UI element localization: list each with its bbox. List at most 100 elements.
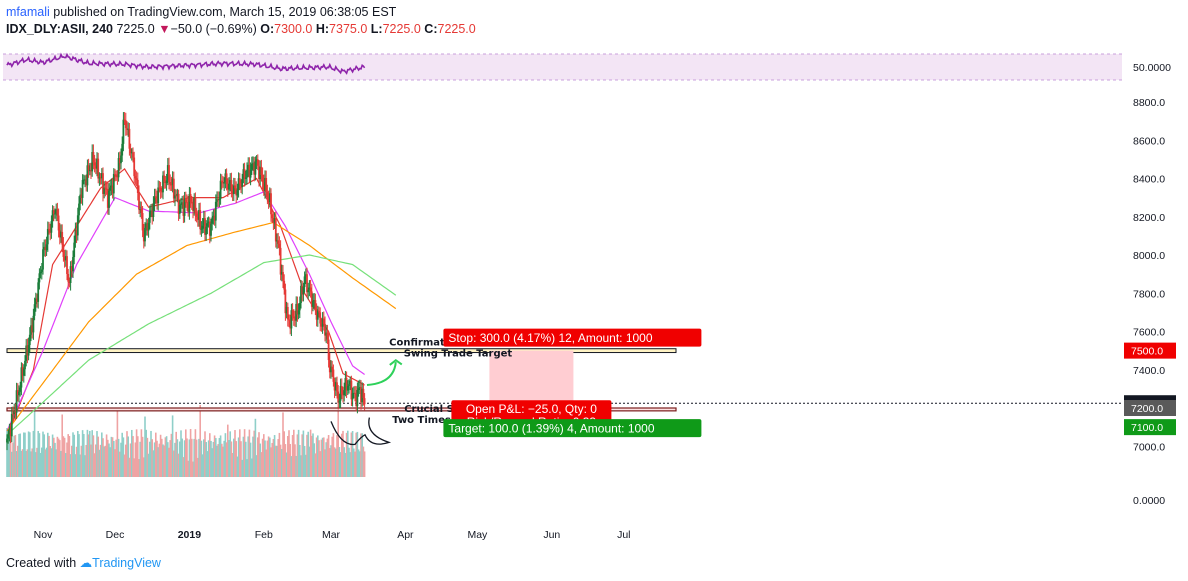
time-axis[interactable]: Nov Dec 2019 Feb Mar Apr May Jun Jul [34, 529, 631, 541]
candle-body [145, 223, 148, 228]
candle-body [249, 169, 252, 178]
volume-bar [312, 433, 314, 477]
candle-body [314, 300, 317, 310]
candle-body [90, 170, 92, 172]
price-axis[interactable]: 8800.0 8600.0 8400.0 8200.0 8000.0 7800.0 7600… [1133, 62, 1171, 507]
volume-bar [199, 405, 201, 477]
candle-body [236, 190, 239, 196]
candle-body [61, 231, 64, 245]
candle-body [133, 157, 136, 177]
candle-body [334, 382, 337, 391]
candle-body [8, 429, 11, 435]
candle-body [138, 192, 140, 210]
stop-zone [489, 350, 574, 408]
candle-body [226, 183, 229, 190]
candle-body [210, 223, 212, 236]
candle-body [261, 174, 264, 183]
candle-body [21, 367, 24, 376]
candle-body [223, 182, 226, 184]
volume-bar [353, 448, 355, 477]
candle-body [103, 187, 106, 194]
volume-bar [247, 436, 249, 477]
volume-bar [49, 445, 51, 477]
volume-bar [263, 434, 265, 477]
y-tick-label: 7000.0 [1133, 441, 1165, 453]
candle-body [100, 173, 103, 179]
candle-body [183, 199, 186, 216]
candle-body [178, 205, 181, 214]
rsi-axis-label: 50.0000 [1133, 62, 1171, 74]
tradingview-brand[interactable]: TradingView [92, 556, 161, 570]
volume-bar [215, 438, 217, 477]
candle-body [165, 180, 168, 184]
volume-bar [170, 433, 173, 477]
volume-bar [359, 451, 361, 477]
volume-bar [63, 437, 66, 477]
candle-body [298, 303, 301, 311]
volume-bar [347, 430, 349, 477]
volume-bar [31, 448, 33, 477]
volume-bar [95, 444, 97, 477]
volume-bar [75, 446, 78, 477]
volume-bar [242, 436, 245, 477]
candle-body [324, 323, 326, 336]
volume-bar [248, 429, 251, 477]
candle-body [50, 221, 53, 233]
candle-body [235, 188, 238, 196]
volume-bar [23, 432, 25, 477]
volume-bar [194, 429, 197, 477]
candle-body [172, 178, 175, 199]
candle-body [362, 388, 365, 399]
target-price-tag-bg [1124, 419, 1176, 436]
volume-bar [129, 443, 132, 477]
candle-body [349, 380, 352, 385]
candle-body [194, 197, 197, 214]
candle-body [58, 230, 61, 238]
volume-bar [159, 434, 162, 477]
publish-line: mfamali published on TradingView.com, Ma… [6, 4, 476, 21]
volume-bar [223, 440, 225, 477]
candle-body [36, 298, 38, 302]
high-label: H: [315, 22, 330, 36]
candle-body [82, 179, 85, 181]
volume-bar [14, 435, 17, 477]
volume-bar [69, 454, 72, 477]
candle-body [220, 180, 223, 182]
candle-body [98, 177, 101, 179]
candle-body [115, 174, 118, 176]
candle-body [15, 390, 18, 413]
volume-bar [92, 435, 95, 477]
target-label[interactable]: Target: 100.0 (1.39%) 4, Amount: 1000 [443, 419, 702, 438]
volume-bar [165, 436, 168, 477]
candle-body [25, 345, 28, 361]
candle-body [188, 194, 191, 213]
volume-bar [349, 452, 351, 477]
volume-bar [180, 430, 182, 477]
candle-body [13, 411, 16, 415]
candle-body [247, 164, 250, 170]
candle-body [343, 390, 346, 396]
ma-long-line [6, 254, 397, 436]
candle-body [117, 158, 120, 178]
volume-bar [235, 441, 237, 477]
volume-bar [62, 436, 65, 477]
candle-body [66, 256, 68, 274]
volume-bar [84, 455, 86, 477]
stop-label[interactable]: Stop: 300.0 (4.17%) 12, Amount: 1000 [443, 328, 702, 347]
author-link[interactable]: mfamali [6, 5, 50, 19]
candle-body [207, 221, 210, 224]
volume-bar [197, 457, 199, 477]
candle-body [129, 148, 132, 153]
candle-body [43, 246, 46, 250]
candle-body [180, 203, 182, 206]
volume-bar [137, 436, 139, 477]
volume-bar [308, 446, 311, 477]
candle-body [357, 388, 360, 390]
candle-body [132, 152, 134, 158]
candle-body [278, 243, 281, 248]
symbol-label[interactable]: IDX_DLY:ASII, 240 [6, 22, 113, 36]
volume-bar [323, 437, 325, 477]
candle-body [73, 242, 76, 258]
candle-body [112, 173, 115, 194]
